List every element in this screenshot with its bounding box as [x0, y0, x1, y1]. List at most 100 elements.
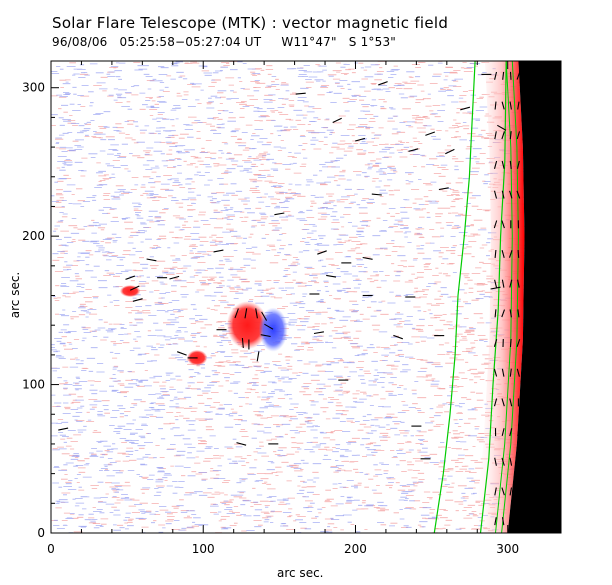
field-vector: [213, 249, 224, 253]
limb-field-vector: [501, 457, 505, 466]
off-disk-region: [507, 61, 561, 533]
neutral-line-2: [479, 61, 507, 533]
limb-field-vector: [508, 250, 513, 258]
x-tick-label: 100: [192, 542, 215, 556]
limb-field-vector: [516, 487, 520, 496]
field-vector: [378, 81, 388, 86]
field-vector: [261, 311, 268, 321]
field-vector: [255, 308, 258, 319]
limb-field-vector: [517, 457, 520, 466]
field-vector: [326, 274, 337, 278]
field-vector: [129, 285, 140, 291]
limb-field-vector: [509, 457, 513, 466]
limb-field-vector: [494, 309, 497, 318]
neutral-lines: [433, 61, 519, 533]
limb-field-vector: [501, 131, 505, 140]
limb-field-vector: [501, 220, 505, 229]
limb-field-vector: [517, 249, 520, 258]
limb-field-vector: [494, 487, 497, 496]
limb-field-vector: [517, 428, 520, 437]
limb-field-vector: [517, 309, 520, 318]
limb-field-vector: [494, 101, 497, 110]
limb-field-vector: [494, 517, 497, 526]
limb-field-vector: [509, 338, 512, 348]
field-vector: [371, 193, 382, 196]
limb-field-vector: [501, 517, 505, 526]
limb-field-vector: [501, 487, 505, 496]
field-vector: [244, 308, 248, 319]
field-vector: [332, 117, 342, 123]
y-tick-label: 0: [37, 526, 45, 540]
field-vector: [362, 256, 373, 260]
limb-field-vector: [494, 131, 497, 140]
limb-field-vector: [494, 71, 498, 80]
limb-field-vector: [501, 428, 505, 437]
x-tick-label: 0: [47, 542, 55, 556]
limb-field-vector: [516, 71, 521, 80]
limb-field-vector: [494, 457, 497, 466]
limb-field-vector: [501, 160, 505, 169]
field-vector: [490, 286, 501, 290]
limb-field-vector: [516, 190, 521, 199]
field-vector: [497, 124, 507, 131]
limb-field-vector: [509, 101, 512, 110]
y-tick-label: 100: [22, 378, 45, 392]
field-vector: [234, 308, 239, 319]
limb-rim: [474, 61, 525, 533]
field-vector: [132, 298, 143, 302]
limb-field-vector: [501, 279, 505, 288]
limb-field-vector: [509, 398, 513, 407]
neutral-line-1: [433, 61, 476, 533]
field-vector: [236, 442, 247, 446]
field-vector: [445, 148, 455, 155]
limb-neutral-line-1: [501, 61, 519, 533]
limb-field-vector: [516, 131, 521, 140]
limb-field-vector: [501, 309, 506, 318]
limb-field-vector: [516, 368, 520, 377]
limb-field-vector: [494, 279, 498, 288]
field-vector: [393, 334, 403, 340]
limb-field-vector: [517, 279, 520, 288]
limb-field-vector: [494, 249, 497, 258]
limb-field-vector: [516, 160, 520, 169]
field-vector: [58, 427, 69, 431]
limb-field-vector: [493, 368, 498, 377]
field-vector: [264, 323, 274, 330]
x-tick-label: 200: [344, 542, 367, 556]
limb-field-vector: [509, 190, 513, 199]
field-vector: [425, 131, 435, 136]
limb-field-vector: [516, 339, 521, 347]
limb-field-vector: [501, 249, 505, 258]
solar-limb: [474, 61, 561, 533]
field-vector: [313, 331, 324, 335]
field-vectors: [58, 71, 521, 526]
field-vector: [460, 106, 471, 111]
field-vector: [274, 212, 285, 216]
limb-field-vector: [509, 71, 512, 80]
field-vector: [169, 275, 180, 280]
chart-title: Solar Flare Telescope (MTK) : vector mag…: [52, 14, 449, 32]
limb-field-vector: [501, 398, 505, 407]
limb-field-vector: [509, 309, 512, 318]
field-vector: [438, 187, 449, 191]
limb-neutral-line-2: [495, 61, 513, 533]
field-vector: [177, 351, 187, 356]
field-vector: [355, 137, 366, 142]
limb-field-vector: [493, 220, 498, 229]
limb-field-vector: [501, 190, 505, 199]
limb-field-vector: [509, 368, 512, 377]
x-tick-label: 300: [496, 542, 519, 556]
y-tick-label: 300: [22, 81, 45, 95]
field-vector: [295, 92, 306, 95]
field-vector: [408, 148, 419, 152]
field-vector: [260, 334, 271, 338]
field-vector: [146, 258, 157, 262]
axes: 0 100 200 300 0 100 200 300: [22, 61, 561, 556]
limb-field-vector: [509, 131, 512, 140]
y-tick-label: 200: [22, 229, 45, 243]
limb-field-vector: [493, 160, 498, 169]
limb-field-vector: [493, 398, 498, 407]
limb-field-vector: [509, 487, 513, 496]
